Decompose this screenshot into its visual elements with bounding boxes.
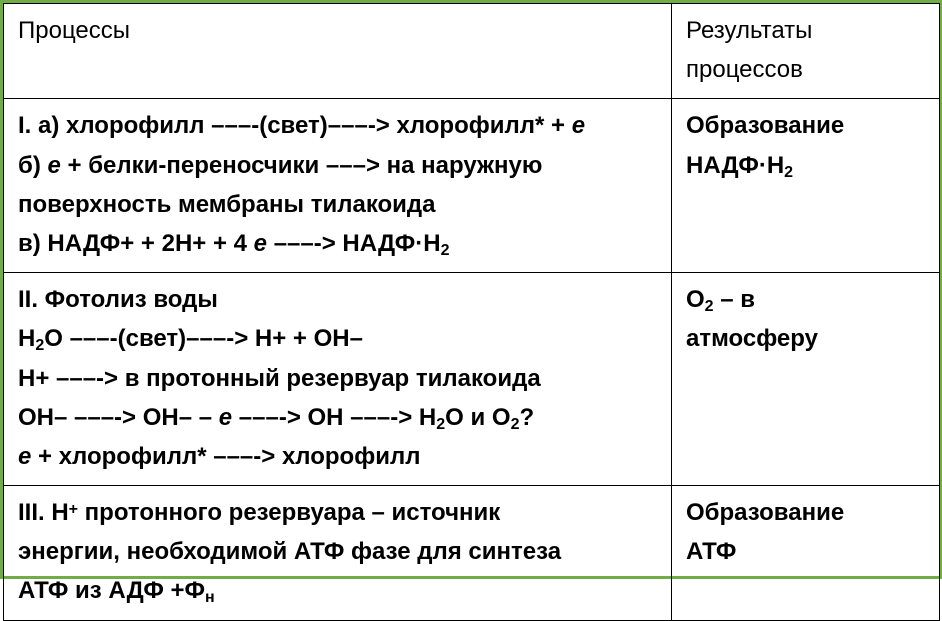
subscript: 2: [35, 337, 44, 354]
cell-processes-2: II. Фотолиз воды Н2О –––-(свет)–––-> Н+ …: [4, 273, 672, 486]
text: АТФ из АДФ +Ф: [18, 577, 205, 604]
text: АТФ: [686, 538, 736, 565]
table-header-row: Процессы Результаты процессов: [4, 4, 940, 99]
header-results-line1: Результаты: [686, 17, 812, 44]
text: III. Н: [18, 499, 69, 526]
text: ?: [519, 404, 534, 431]
text: О: [686, 286, 705, 313]
subscript: 2: [511, 416, 520, 433]
subscript: 2: [705, 298, 714, 315]
text: О и О: [445, 404, 510, 431]
text: энергии, необходимой АТФ фазе для синтез…: [18, 538, 561, 565]
text: поверхность мембраны тилакоида: [18, 191, 436, 218]
header-processes-text: Процессы: [18, 17, 130, 44]
subscript: 2: [784, 164, 793, 181]
table-row: III. Н+ протонного резервуара – источник…: [4, 486, 940, 621]
text: е: [219, 404, 232, 431]
process-results-table: Процессы Результаты процессов I. а) хлор…: [3, 3, 940, 621]
text: –––-> ОН –––-> Н: [232, 404, 436, 431]
header-processes: Процессы: [4, 4, 672, 99]
text: О –––-(свет)–––-> Н+ + ОН–: [44, 325, 363, 352]
text: – в: [714, 286, 755, 313]
cell-results-1: Образование НАДФ·Н2: [672, 99, 940, 273]
text: е: [572, 112, 585, 139]
text: б): [18, 152, 47, 179]
text: в) НАДФ+ + 2Н+ + 4: [18, 230, 254, 257]
text: + белки-переносчики –––> на наружную: [61, 152, 543, 179]
table-row: II. Фотолиз воды Н2О –––-(свет)–––-> Н+ …: [4, 273, 940, 486]
cell-processes-3: III. Н+ протонного резервуара – источник…: [4, 486, 672, 621]
header-results: Результаты процессов: [672, 4, 940, 99]
text: Н: [18, 325, 35, 352]
subscript: н: [205, 589, 215, 606]
text: е: [18, 443, 31, 470]
text: протонного резервуара – источник: [78, 499, 500, 526]
cell-processes-1: I. а) хлорофилл –––-(свет)–––-> хлорофил…: [4, 99, 672, 273]
subscript: 2: [441, 242, 450, 259]
cell-results-2: О2 – в атмосферу: [672, 273, 940, 486]
text: НАДФ·Н: [686, 152, 784, 179]
text: атмосферу: [686, 325, 818, 352]
text: + хлорофилл* –––-> хлорофилл: [31, 443, 420, 470]
table-row: I. а) хлорофилл –––-(свет)–––-> хлорофил…: [4, 99, 940, 273]
table-frame: Процессы Результаты процессов I. а) хлор…: [0, 0, 942, 579]
text: –––-> НАДФ·Н: [267, 230, 441, 257]
superscript: +: [69, 501, 78, 518]
text: е: [47, 152, 60, 179]
header-results-line2: процессов: [686, 56, 803, 83]
text: Образование: [686, 499, 844, 526]
text: ОН– –––-> ОН– –: [18, 404, 219, 431]
cell-results-3: Образование АТФ: [672, 486, 940, 621]
text: Образование: [686, 112, 844, 139]
text: е: [254, 230, 267, 257]
text: Н+ –––-> в протонный резервуар тилакоида: [18, 365, 541, 392]
text: I. а) хлорофилл –––-(свет)–––-> хлорофил…: [18, 112, 572, 139]
text: II. Фотолиз воды: [18, 286, 218, 313]
subscript: 2: [436, 416, 445, 433]
